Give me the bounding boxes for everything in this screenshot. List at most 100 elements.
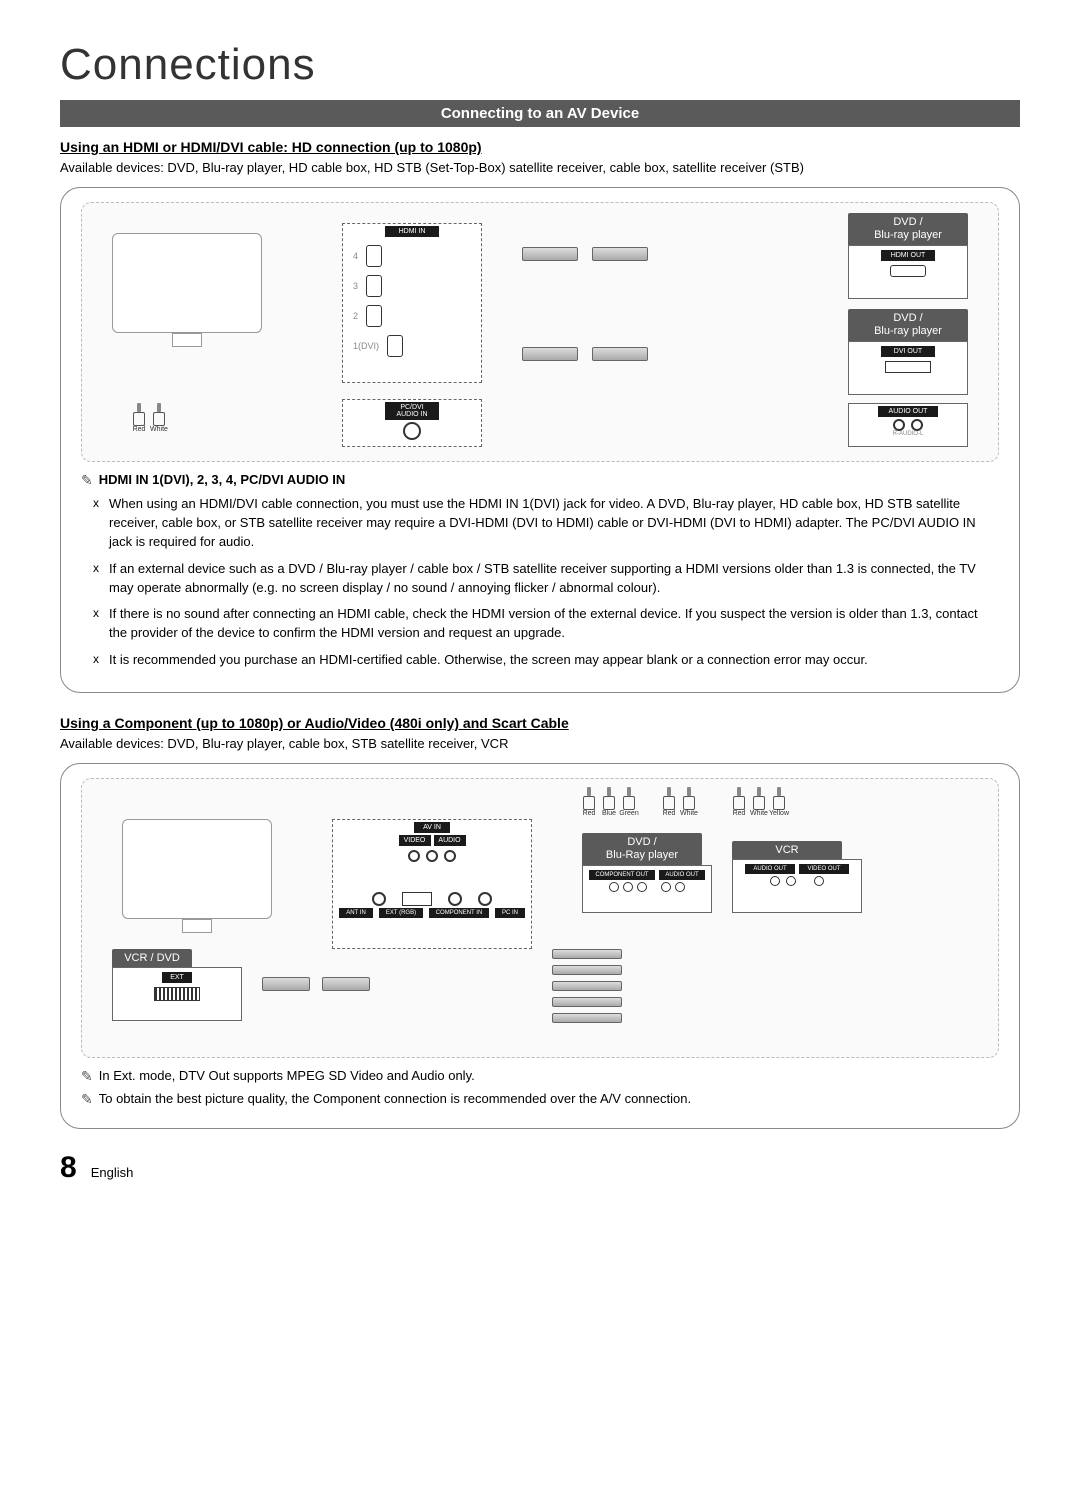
rca-jack-icon <box>609 882 619 892</box>
port-label: 4 <box>353 251 358 261</box>
note-icon: ✎ <box>81 1068 93 1085</box>
tv-stand <box>172 333 202 347</box>
tv-stand <box>182 919 212 933</box>
note-line: ✎ In Ext. mode, DTV Out supports MPEG SD… <box>81 1068 999 1085</box>
rca-row-component: Red Blue Green <box>582 787 636 817</box>
note-line: ✎ To obtain the best picture quality, th… <box>81 1091 999 1108</box>
vcr-label: VCR <box>732 841 842 860</box>
rca-label: White <box>750 810 768 817</box>
audio-panel: PC/DVI AUDIO IN <box>342 399 482 447</box>
rca-plug-icon <box>552 981 622 991</box>
hdmi-panel-title: HDMI IN <box>385 226 439 237</box>
tv-shape <box>122 819 272 919</box>
rca-row: Red White <box>132 403 166 433</box>
rca-label: Red <box>133 426 146 433</box>
pcin-port-icon <box>478 892 492 906</box>
hdmi-out-port-icon <box>890 265 926 277</box>
audio-out-label3: AUDIO OUT <box>745 864 795 874</box>
ant-icon <box>372 892 386 906</box>
audio-jack-icon <box>403 422 421 440</box>
hdmi-note-title: HDMI IN 1(DVI), 2, 3, 4, PC/DVI AUDIO IN <box>99 472 346 487</box>
cable-bundle <box>552 949 622 1023</box>
hdmi-port-icon <box>387 335 403 357</box>
tv-ports-panel: AV IN VIDEO AUDIO ANT IN EXT (RGB) COMPO… <box>332 819 532 949</box>
vcr-dvd-label: VCR / DVD <box>112 949 192 968</box>
tv-port-label: PC IN <box>495 908 525 918</box>
hdmi-panel: HDMI IN 4 3 2 1(DVI) <box>342 223 482 383</box>
rca-label: Blue <box>602 810 616 817</box>
port-label: 1(DVI) <box>353 341 379 351</box>
rca-label: Red <box>583 810 596 817</box>
port-label: 2 <box>353 311 358 321</box>
rca-jack-icon <box>911 419 923 431</box>
hdmi-port-icon <box>366 305 382 327</box>
rca-jack-icon <box>408 850 420 862</box>
component-intro: Available devices: DVD, Blu-ray player, … <box>60 735 1020 753</box>
dvi-plug-icon <box>592 347 648 361</box>
rca-label: White <box>150 426 168 433</box>
dvd-label: DVD / Blu-Ray player <box>582 833 702 865</box>
hdmi-port-icon <box>366 245 382 267</box>
rca-label: Red <box>663 810 676 817</box>
component-out-label: COMPONENT OUT <box>589 870 655 880</box>
rca-plug-icon <box>552 997 622 1007</box>
device-box: HDMI OUT <box>848 245 968 299</box>
rca-label: Red <box>733 810 746 817</box>
rca-jack-icon <box>623 882 633 892</box>
audio-out-label2: AUDIO OUT <box>659 870 705 880</box>
vcr-dvd-box: EXT <box>112 967 242 1021</box>
device-label-bottom: DVD / Blu-ray player <box>848 309 968 341</box>
component-note1: In Ext. mode, DTV Out supports MPEG SD V… <box>99 1068 475 1083</box>
tv-shape <box>112 233 262 333</box>
bullet-item: If there is no sound after connecting an… <box>81 605 999 643</box>
tv-port-label: COMPONENT IN <box>429 908 489 918</box>
note-line: ✎ HDMI IN 1(DVI), 2, 3, 4, PC/DVI AUDIO … <box>81 472 999 489</box>
component-figure-box: VCR / DVD EXT AV IN VIDEO AUDIO <box>60 763 1020 1129</box>
note-icon: ✎ <box>81 472 93 489</box>
hdmi-out-label: HDMI OUT <box>881 250 935 261</box>
page-language: English <box>91 1165 134 1180</box>
hdmi-figure-box: HDMI IN 4 3 2 1(DVI) PC/DVI AUDIO IN DVD… <box>60 187 1020 693</box>
rca-jack-icon <box>637 882 647 892</box>
rca-label: Green <box>619 810 638 817</box>
video-label: VIDEO <box>399 835 431 846</box>
scart-plug-icon <box>322 977 370 991</box>
rca-jack-icon <box>675 882 685 892</box>
avin-label: AV IN <box>414 822 450 833</box>
rca-plug-icon <box>552 949 622 959</box>
dvi-out-port-icon <box>885 361 931 373</box>
scart-plug-icon <box>262 977 310 991</box>
component-diagram: VCR / DVD EXT AV IN VIDEO AUDIO <box>81 778 999 1058</box>
rca-row-av: Red White Yellow <box>732 787 786 817</box>
tv-port-label: EXT (RGB) <box>379 908 423 918</box>
audio-panel-title: PC/DVI AUDIO IN <box>385 402 439 420</box>
rca-jack-icon <box>786 876 796 886</box>
component-heading: Using a Component (up to 1080p) or Audio… <box>60 715 1020 731</box>
bullet-item: If an external device such as a DVD / Bl… <box>81 560 999 598</box>
video-out-label: VIDEO OUT <box>799 864 849 874</box>
ext-port-icon <box>402 892 432 906</box>
audio-out-label: AUDIO OUT <box>878 406 938 417</box>
section-bar: Connecting to an AV Device <box>60 100 1020 127</box>
hdmi-diagram: HDMI IN 4 3 2 1(DVI) PC/DVI AUDIO IN DVD… <box>81 202 999 462</box>
dvd-box: COMPONENT OUT AUDIO OUT <box>582 865 712 913</box>
device-label-top: DVD / Blu-ray player <box>848 213 968 245</box>
rca-label: White <box>680 810 698 817</box>
rca-plug-icon <box>552 965 622 975</box>
hdmi-intro: Available devices: DVD, Blu-ray player, … <box>60 159 1020 177</box>
comp-port-icon <box>448 892 462 906</box>
dvi-out-label: DVI OUT <box>881 346 935 357</box>
note-icon: ✎ <box>81 1091 93 1108</box>
rca-jack-icon <box>814 876 824 886</box>
vcr-box: AUDIO OUT VIDEO OUT <box>732 859 862 913</box>
rca-jack-icon <box>661 882 671 892</box>
tv-port-label: ANT IN <box>339 908 373 918</box>
hdmi-heading: Using an HDMI or HDMI/DVI cable: HD conn… <box>60 139 1020 155</box>
hdmi-plug-icon <box>592 247 648 261</box>
port-label: 3 <box>353 281 358 291</box>
hdmi-port-icon <box>366 275 382 297</box>
rca-jack-icon <box>444 850 456 862</box>
component-note2: To obtain the best picture quality, the … <box>99 1091 691 1106</box>
page-footer: 8 English <box>60 1151 1020 1185</box>
bullet-item: When using an HDMI/DVI cable connection,… <box>81 495 999 552</box>
